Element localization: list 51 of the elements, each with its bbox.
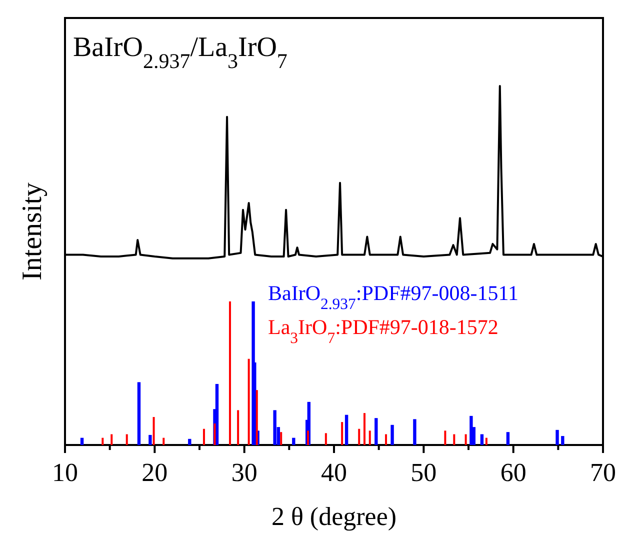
bar [152, 417, 155, 445]
bar [280, 432, 282, 445]
bar [556, 430, 559, 445]
bar [480, 434, 484, 445]
bar [470, 416, 473, 445]
bar [485, 438, 488, 445]
x-tick-label: 20 [142, 458, 168, 487]
x-tick-label: 60 [500, 458, 526, 487]
bar [215, 384, 219, 445]
series-label: La$_{3}$IrO$_{7}$:PDF#97-018-1572 [268, 315, 498, 346]
bar [80, 438, 84, 445]
x-tick-label: 30 [231, 458, 258, 487]
x-tick-label: 70 [590, 458, 616, 487]
bar [273, 410, 276, 445]
x-tick-label: 40 [321, 458, 347, 487]
bar [306, 430, 309, 445]
bar [102, 438, 104, 445]
bar [413, 419, 416, 445]
bar [162, 438, 165, 445]
bar [137, 382, 141, 445]
bar [358, 428, 360, 445]
bar [344, 414, 348, 445]
bar [202, 428, 205, 445]
bar [292, 438, 296, 445]
series-label: BaIrO$_{2.937}$:PDF#97-008-1511 [268, 281, 518, 312]
bar [385, 434, 388, 445]
bar [188, 438, 192, 445]
bar [341, 422, 344, 445]
x-axis-title: 2 θ (degree) [271, 502, 397, 531]
bar [390, 424, 394, 445]
bar [248, 358, 250, 445]
bar [363, 413, 366, 445]
bar [368, 430, 371, 445]
bar [453, 434, 456, 445]
y-axis-title: Intensity [17, 182, 48, 280]
bar [374, 418, 378, 445]
bar [464, 434, 467, 445]
bar [324, 433, 327, 445]
bar [110, 434, 113, 445]
bar [148, 434, 152, 445]
bar [256, 390, 258, 445]
bar [506, 432, 510, 445]
bar [228, 301, 231, 445]
bar [444, 430, 446, 445]
bar [237, 410, 240, 445]
x-tick-label: 50 [410, 458, 437, 487]
chart-title: BaIrO$_{2.937}$/La$_{3}$IrO$_{7}$ [73, 32, 288, 73]
bar [561, 436, 564, 445]
x-tick-label: 10 [52, 458, 78, 487]
bar [214, 423, 216, 445]
bar [126, 434, 128, 445]
